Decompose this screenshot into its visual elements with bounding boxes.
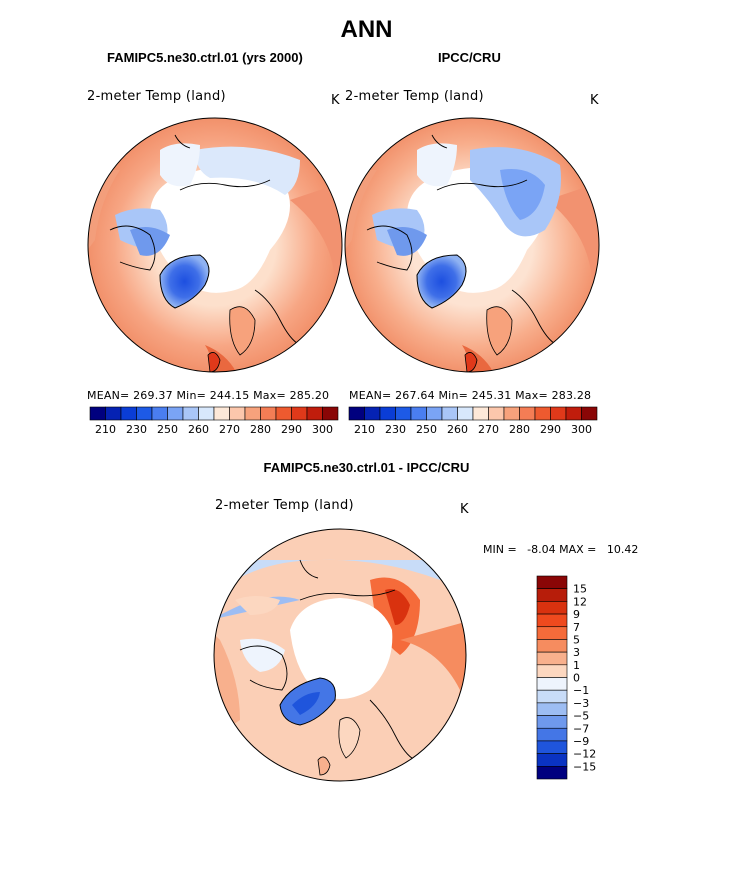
colorbar-diff-swatch (536, 689, 568, 704)
colorbar-obs-swatch (581, 406, 598, 421)
colorbar-obs-swatch (395, 406, 412, 421)
colorbar-diff-swatch (536, 740, 568, 754)
panel-title-obs: IPCC/CRU (438, 50, 501, 65)
colorbar-diff-swatch (536, 702, 568, 716)
colorbar-obs-swatch (472, 406, 489, 421)
colorbar-obs-tick-label: 250 (416, 423, 437, 436)
colorbar-diff-swatch (536, 677, 568, 691)
colorbar-model-tick-label: 270 (219, 423, 240, 436)
colorbar-model-swatch (291, 406, 308, 421)
variable-label-diff: 2-meter Temp (land) (215, 498, 354, 513)
colorbar-diff-swatch (536, 766, 568, 780)
colorbar-obs-swatch (534, 406, 551, 421)
colorbar-obs-tick-label: 300 (571, 423, 592, 436)
colorbar-model-tick-label: 250 (157, 423, 178, 436)
colorbar-diff-tick-label: −15 (573, 760, 596, 773)
colorbar-model-swatch (120, 406, 137, 421)
colorbar-diff-tick-label: −5 (573, 710, 589, 723)
colorbar-model-swatch (89, 406, 106, 421)
colorbar-diff-tick-label: 7 (573, 621, 580, 634)
colorbar-model-swatch (182, 406, 199, 421)
colorbar-obs-swatch (488, 406, 505, 421)
diff-panel-title: FAMIPC5.ne30.ctrl.01 - IPCC/CRU (263, 460, 470, 475)
colorbar-obs-tick-label: 270 (478, 423, 499, 436)
colorbar-model-tick-label: 210 (95, 423, 116, 436)
colorbar-model-swatch (151, 406, 168, 421)
colorbar-model-swatch (275, 406, 292, 421)
colorbar-obs-swatch (410, 406, 427, 421)
colorbar-diff-swatch (536, 639, 568, 653)
colorbar-diff-tick-label: 3 (573, 646, 580, 659)
colorbar-obs-swatch (426, 406, 443, 421)
colorbar-diff-tick-label: 15 (573, 583, 587, 596)
colorbar-diff-swatch (536, 575, 568, 589)
colorbar-diff-swatch (536, 613, 568, 628)
colorbar-diff-swatch (536, 651, 568, 666)
colorbar-diff-tick-label: 0 (573, 672, 580, 685)
colorbar-obs-tick-label: 260 (447, 423, 468, 436)
colorbar-diff-tick-label: 12 (573, 595, 587, 608)
colorbar-model-swatch (260, 406, 277, 421)
colorbar-diff-tick-label: −9 (573, 735, 589, 748)
unit-label-diff: K (460, 502, 469, 517)
colorbar-model-swatch (167, 406, 184, 421)
colorbar-obs-swatch (441, 406, 458, 421)
colorbar-diff-swatch (536, 664, 568, 678)
colorbar-model-swatch (306, 406, 323, 421)
colorbar-model-tick-label: 230 (126, 423, 147, 436)
colorbar-model-swatch (229, 406, 246, 421)
colorbar-diff-swatch (536, 601, 568, 615)
stats-obs: MEAN= 267.64 Min= 245.31 Max= 283.28 (349, 389, 592, 402)
colorbar-model-tick-label: 280 (250, 423, 271, 436)
colorbar-obs-swatch (519, 406, 536, 421)
stats-model: MEAN= 269.37 Min= 244.15 Max= 285.20 (87, 389, 330, 402)
colorbar-obs-tick-label: 230 (385, 423, 406, 436)
colorbar-model-swatch (105, 406, 122, 421)
colorbar-obs-swatch (457, 406, 474, 421)
colorbar-obs-swatch (379, 406, 396, 421)
colorbar-obs-swatch (550, 406, 567, 421)
colorbar-obs-swatch (348, 406, 365, 421)
colorbar-model-swatch (244, 406, 261, 421)
colorbar-diff-tick-label: −1 (573, 684, 589, 697)
colorbar-model-swatch (213, 406, 230, 421)
unit-label-model: K (331, 93, 340, 108)
colorbar-obs: 210 230 250 260 270 280 290 300 (348, 406, 598, 436)
diff-minmax: MIN = -8.04 MAX = 10.42 (483, 543, 639, 556)
colorbar-diff-tick-label: −3 (573, 697, 589, 710)
colorbar-model-swatch (198, 406, 215, 421)
map-model (87, 117, 343, 373)
colorbar-obs-tick-label: 290 (540, 423, 561, 436)
colorbar-obs-swatch (364, 406, 381, 421)
colorbar-diff-tick-label: 5 (573, 633, 580, 646)
colorbar-model-tick-label: 260 (188, 423, 209, 436)
colorbar-obs-tick-label: 280 (509, 423, 530, 436)
map-obs (344, 117, 600, 373)
colorbar-diff-swatch (536, 727, 568, 742)
colorbar-diff-swatch (536, 588, 568, 602)
colorbar-diff-swatch (536, 753, 568, 767)
panel-title-model: FAMIPC5.ne30.ctrl.01 (yrs 2000) (107, 50, 303, 65)
colorbar-diff-swatch (536, 715, 568, 729)
unit-label-obs: K (590, 93, 599, 108)
colorbar-model-swatch (322, 406, 339, 421)
colorbar-obs-swatch (565, 406, 582, 421)
figure-title: ANN (340, 16, 393, 43)
colorbar-diff-tick-label: −12 (573, 748, 596, 761)
colorbar-diff-swatch (536, 626, 568, 640)
colorbar-diff-tick-label: −7 (573, 722, 589, 735)
colorbar-model-tick-label: 290 (281, 423, 302, 436)
variable-label-model: 2-meter Temp (land) (87, 89, 226, 104)
variable-label-obs: 2-meter Temp (land) (345, 89, 484, 104)
colorbar-diff-tick-label: 1 (573, 659, 580, 672)
colorbar-model-swatch (136, 406, 153, 421)
colorbar-model: 210 230 250 260 270 280 290 300 (89, 406, 339, 436)
colorbar-obs-swatch (503, 406, 520, 421)
colorbar-diff-tick-label: 9 (573, 608, 580, 621)
map-diff (213, 528, 467, 782)
colorbar-obs-tick-label: 210 (354, 423, 375, 436)
colorbar-model-tick-label: 300 (312, 423, 333, 436)
